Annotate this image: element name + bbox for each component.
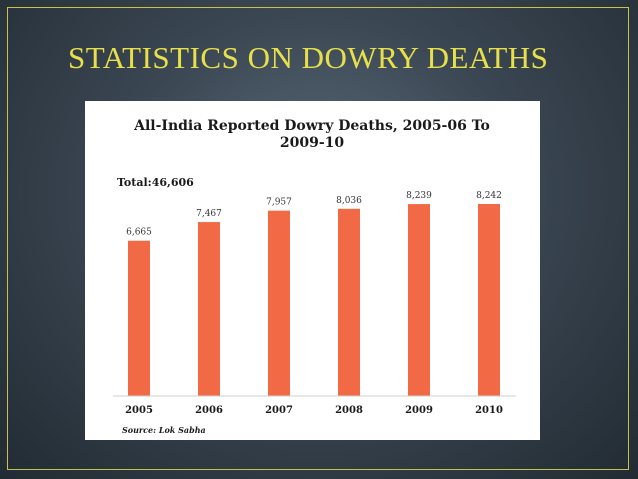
- slide-frame: [7, 7, 629, 470]
- value-label-2008: 8,036: [336, 196, 362, 206]
- value-label-2009: 8,239: [406, 191, 432, 201]
- x-tick-2009: 2009: [405, 405, 433, 416]
- chart-title-line2: 2009-10: [280, 135, 345, 151]
- x-tick-2006: 2006: [195, 405, 223, 416]
- value-label-2005: 6,665: [126, 228, 152, 238]
- x-tick-2007: 2007: [265, 405, 293, 416]
- chart-total-label: Total:46,606: [117, 176, 194, 189]
- slide-title: STATISTICS ON DOWRY DEATHS: [68, 40, 549, 75]
- value-label-2006: 7,467: [196, 209, 222, 219]
- value-label-2010: 8,242: [476, 191, 502, 201]
- value-label-2007: 7,957: [266, 198, 292, 208]
- bar-2006: [198, 222, 220, 396]
- bar-2009: [408, 204, 430, 396]
- bar-2005: [128, 240, 150, 396]
- bar-2008: [338, 208, 360, 396]
- bar-2007: [268, 210, 290, 396]
- chart-source: Source: Lok Sabha: [122, 425, 206, 435]
- x-tick-2008: 2008: [335, 405, 363, 416]
- x-tick-2005: 2005: [125, 405, 153, 416]
- bar-chart: All-India Reported Dowry Deaths, 2005-06…: [113, 118, 516, 435]
- x-tick-labels: 2005 2006 2007 2008 2009 2010: [125, 405, 503, 416]
- chart-title-line1: All-India Reported Dowry Deaths, 2005-06…: [133, 118, 490, 134]
- chart-panel: All-India Reported Dowry Deaths, 2005-06…: [85, 101, 540, 440]
- bar-series: 6,665 7,467 7,957 8,036 8,239 8,242: [126, 191, 502, 396]
- x-tick-2010: 2010: [475, 405, 503, 416]
- bar-2010: [478, 204, 500, 396]
